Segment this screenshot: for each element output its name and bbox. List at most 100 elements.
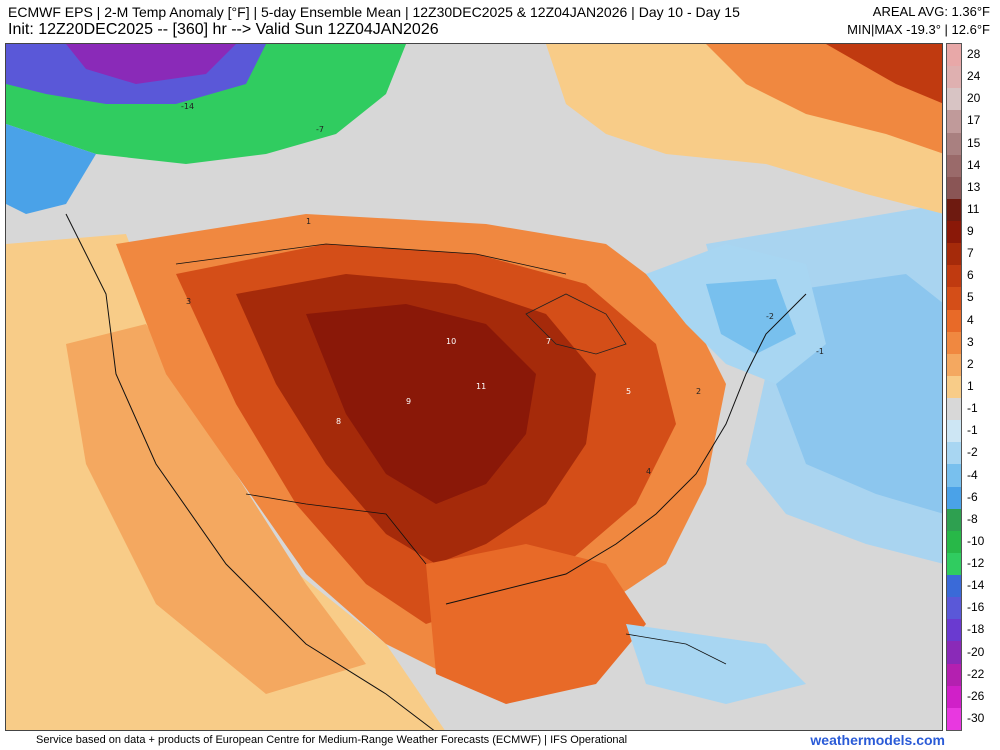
legend-swatch [947,375,961,399]
header: ECMWF EPS | 2-M Temp Anomaly [°F] | 5-da… [0,0,1000,42]
legend-swatch [947,530,961,554]
legend-label: -8 [967,511,978,526]
gulf-warm-region [426,544,646,704]
legend-label: 11 [967,201,980,216]
legend-swatch [947,110,961,133]
legend-label: -18 [967,622,985,637]
legend-label: -1 [967,401,978,416]
anomaly-label: 3 [186,297,191,306]
caribbean-cool-region [626,624,806,704]
legend-label: 6 [967,268,974,283]
legend-swatch [947,442,961,465]
anomaly-label: 10 [446,337,456,346]
legend-swatch [947,619,961,642]
legend-label: 2 [967,356,974,371]
cuba-outline [625,633,727,665]
legend-swatch [947,221,961,244]
legend-swatch [947,198,961,222]
canada-us-border [175,243,567,275]
anomaly-label: 2 [696,387,701,396]
chart-title: ECMWF EPS | 2-M Temp Anomaly [°F] | 5-da… [8,4,740,20]
areal-average: AREAL AVG: 1.36°F [872,4,990,19]
legend-swatch [947,176,961,200]
new-england-cool-core [706,279,796,354]
central-us-core [306,304,536,504]
legend-label: 3 [967,334,974,349]
baja-warm-region [66,324,366,694]
legend-label: 9 [967,224,974,239]
arctic-hot-spot [826,44,942,104]
legend-swatch [947,663,961,687]
legend-label: 15 [967,135,981,150]
legend-swatch [947,154,961,178]
legend-swatch [947,398,961,421]
anomaly-label: 5 [626,387,631,396]
legend-swatch [947,66,961,89]
legend-label: -20 [967,644,985,659]
anomaly-label: 1 [306,217,311,226]
legend-label: -4 [967,467,978,482]
anomaly-label: 8 [336,417,341,426]
legend-label: 20 [967,91,981,106]
anomaly-label: -14 [181,102,194,111]
legend-swatch [947,420,961,443]
legend-label: -16 [967,600,985,615]
legend-swatch [947,243,961,266]
legend-label: -12 [967,556,985,571]
footer: Service based on data + products of Euro… [0,731,1000,750]
legend-swatch [947,265,961,288]
legend-label: -10 [967,533,985,548]
nw-canada-coldest [66,44,236,84]
legend-swatch [947,287,961,311]
min-max-readout: MIN|MAX -19.3° | 12.6°F [847,22,990,37]
legend-label: -26 [967,688,985,703]
pacific-coastline [65,213,435,730]
legend-swatch [947,641,961,665]
legend-label: 4 [967,312,974,327]
legend-swatch [947,353,961,377]
legend-label: -14 [967,578,985,593]
legend-swatch [947,508,961,532]
legend-swatch [947,486,961,510]
legend-label: -30 [967,710,985,725]
legend-swatch [947,44,961,67]
legend-swatch [947,464,961,488]
legend-label: 1 [967,379,974,393]
anomaly-label: 4 [646,467,651,476]
anomaly-label: 11 [476,382,486,391]
legend-swatch [947,575,961,598]
legend-label: 13 [967,179,981,194]
us-mexico-border [245,493,427,565]
legend-label: 5 [967,290,974,305]
legend-swatch [947,309,961,333]
legend-label: 14 [967,157,981,172]
anomaly-label: -2 [766,312,774,321]
legend-swatch [947,88,961,111]
anomaly-label: -1 [816,347,824,356]
anomaly-label: -7 [316,125,324,134]
legend-swatch [947,685,961,709]
gulf-atlantic-coastline [445,293,807,605]
legend-swatch [947,707,961,731]
anomaly-map: -14 -7 10 11 9 8 7 5 4 3 2 1 -1 -2 [5,43,943,731]
legend-label: 28 [967,47,981,62]
legend-label: 24 [967,69,981,84]
legend-swatch [947,597,961,620]
init-valid-line: Init: 12Z20DEC2025 -- [360] hr --> Valid… [8,21,439,38]
legend-swatch [947,132,961,156]
legend-label: -6 [967,489,978,504]
legend-swatch [947,552,961,576]
legend-label: 7 [967,246,974,261]
site-link[interactable]: weathermodels.com [810,732,945,748]
pacific-nw-cool [6,124,96,214]
legend-label: -1 [967,423,978,438]
legend-label: 17 [967,113,981,128]
color-legend: 28 24 20 17 15 14 13 11 9 7 6 5 4 3 2 1 -1 -1 -2 -4 -6 -8 -10 -… [946,43,1000,731]
great-lakes-outline [525,293,627,355]
map-canvas: -14 -7 10 11 9 8 7 5 4 3 2 1 -1 -2 [6,44,942,730]
anomaly-label: 9 [406,397,411,406]
legend-label: -2 [967,445,978,460]
data-credit: Service based on data + products of Euro… [36,734,628,746]
legend-color-bar [946,43,962,731]
anomaly-label: 7 [546,337,551,346]
